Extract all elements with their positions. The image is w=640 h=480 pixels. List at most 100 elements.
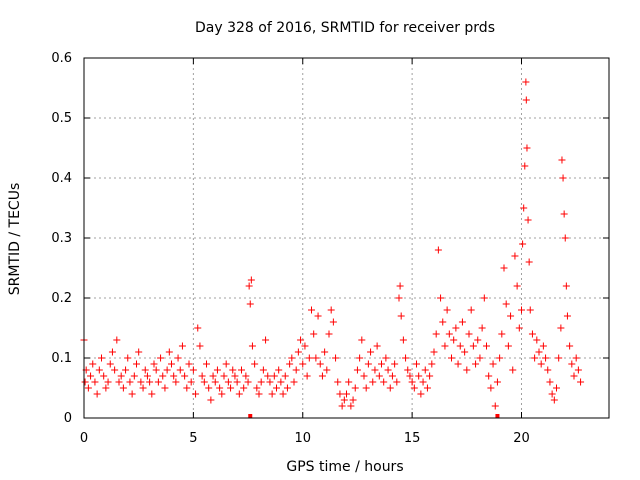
data-point [478,324,486,332]
data-point [143,372,151,380]
data-point [504,342,512,350]
y-tick-label: 0.5 [51,111,72,126]
data-point [245,282,253,290]
y-axis-label: SRMTID / TECUs [7,183,23,296]
data-point [347,402,355,410]
data-point [84,384,92,392]
data-point [544,366,552,374]
data-point [500,264,508,272]
axis-ticks [83,57,609,419]
data-point [461,348,469,356]
data-point [209,372,217,380]
data-point [189,366,197,374]
data-point [542,354,550,362]
data-point [369,378,377,386]
data-point [452,324,460,332]
data-point [437,294,445,302]
data-point [334,378,342,386]
data-point [130,372,138,380]
data-point [555,354,563,362]
data-point [404,366,412,374]
data-point [152,366,160,374]
x-tick-labels: 0 5 10 15 20 [80,431,530,446]
data-point [428,360,436,368]
data-point [277,378,285,386]
data-point [170,372,178,380]
data-point [229,366,237,374]
data-point [148,390,156,398]
data-point [577,378,585,386]
data-point [279,390,287,398]
data-point [430,348,438,356]
data-point [450,336,458,344]
data-point [371,366,379,374]
data-point [393,378,401,386]
data-point [523,144,531,152]
data-point [553,384,560,392]
data-point [128,390,136,398]
data-point [489,360,497,368]
data-point [384,366,392,374]
data-point [487,384,495,392]
data-point [356,354,364,362]
data-point [181,372,189,380]
data-point [172,378,180,386]
data-point [220,372,228,380]
data-point [246,300,254,308]
data-point [563,312,571,320]
data-point [133,360,140,368]
data-point [231,372,239,380]
data-point [561,234,569,242]
data-point [238,366,245,374]
data-point [522,96,530,104]
data-point [240,384,248,392]
data-point [93,390,101,398]
data-point [395,294,403,302]
x-tick-label: 15 [404,431,421,446]
data-point [465,330,473,338]
data-point [509,366,517,374]
y-tick-label: 0.4 [51,171,72,186]
data-point [329,318,337,326]
data-point [410,384,418,392]
data-point [207,396,215,404]
data-point [358,336,366,344]
data-point [568,360,576,368]
data-point [426,372,434,380]
data-point [525,258,533,266]
data-point [297,336,305,344]
data-point [141,366,149,374]
chart-title: Day 328 of 2016, SRMTID for receiver prd… [195,20,495,36]
data-point [216,384,224,392]
data-point [518,306,525,314]
data-point [399,336,407,344]
data-point [292,366,300,374]
data-points [80,78,585,410]
data-point [364,360,372,368]
data-point [314,312,322,320]
data-point [480,294,488,302]
data-point [111,366,119,374]
data-point [367,348,375,356]
data-point [137,378,145,386]
data-point [458,318,466,326]
data-point [185,360,193,368]
data-point [557,324,565,332]
data-point [321,348,329,356]
data-point [194,324,202,332]
data-point [126,378,134,386]
data-point [290,378,298,386]
data-point [157,354,165,362]
baseline-marker [248,414,253,418]
data-point [198,372,206,380]
data-point [303,372,311,380]
data-point [308,306,315,314]
data-point [441,342,449,350]
data-point [454,360,462,368]
data-point [89,360,97,368]
data-point [378,360,385,368]
data-point [526,306,534,314]
data-point [248,342,256,350]
data-point [259,366,267,374]
data-point [211,378,219,386]
